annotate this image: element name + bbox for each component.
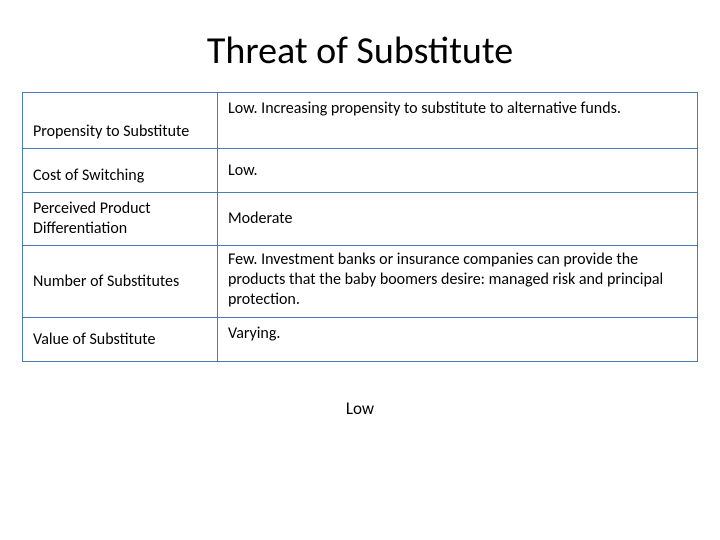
row-value: Low. <box>218 149 698 193</box>
row-value: Few. Investment banks or insurance compa… <box>218 246 698 318</box>
row-value: Moderate <box>218 193 698 246</box>
table-row: Value of Substitute Varying. <box>23 318 698 362</box>
row-label: Number of Substitutes <box>23 246 218 318</box>
row-value: Low. Increasing propensity to substitute… <box>218 93 698 149</box>
row-label: Propensity to Substitute <box>23 93 218 149</box>
table-row: Cost of Switching Low. <box>23 149 698 193</box>
row-label: Value of Substitute <box>23 318 218 362</box>
row-value: Varying. <box>218 318 698 362</box>
summary-rating: Low <box>0 398 720 419</box>
analysis-table: Propensity to Substitute Low. Increasing… <box>22 92 698 362</box>
row-label: Cost of Switching <box>23 149 218 193</box>
row-label: Perceived Product Differentiation <box>23 193 218 246</box>
page-title: Threat of Substitute <box>0 0 720 92</box>
table-row: Propensity to Substitute Low. Increasing… <box>23 93 698 149</box>
table-row: Perceived Product Differentiation Modera… <box>23 193 698 246</box>
table-row: Number of Substitutes Few. Investment ba… <box>23 246 698 318</box>
